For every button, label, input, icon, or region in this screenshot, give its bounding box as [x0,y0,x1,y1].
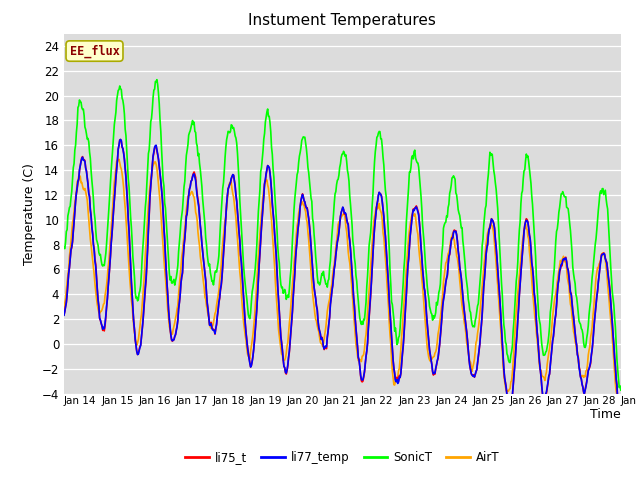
Line: li75_t: li75_t [64,140,621,430]
SonicT [70,161,78,167]
li75_t [411,205,419,211]
li77_temp [617,425,625,431]
li77_temp [214,307,222,312]
Title: Instument Temperatures: Instument Temperatures [248,13,436,28]
SonicT [127,224,135,230]
li75_t [428,357,435,362]
li77_temp [60,312,68,318]
li75_t [60,312,68,318]
X-axis label: Time: Time [590,408,621,421]
AirT [60,308,68,314]
AirT [128,303,136,309]
li77_temp [411,206,419,212]
SonicT [214,259,222,265]
AirT [616,403,624,409]
SonicT [617,387,625,393]
li77_temp [70,219,78,225]
SonicT [60,245,68,251]
li75_t [617,427,625,432]
SonicT [153,77,161,83]
AirT [70,208,78,214]
li75_t [185,192,193,198]
li75_t [70,219,78,225]
AirT [411,211,419,216]
Y-axis label: Temperature (C): Temperature (C) [23,163,36,264]
AirT [115,156,123,162]
SonicT [411,147,419,153]
li75_t [214,308,222,313]
li75_t [116,137,124,143]
Line: AirT: AirT [64,159,621,406]
li77_temp [428,357,435,363]
li75_t [128,292,136,298]
AirT [428,357,435,362]
SonicT [428,310,435,316]
Line: li77_temp: li77_temp [64,139,621,428]
AirT [185,193,193,199]
li77_temp [116,136,124,142]
Legend: li75_t, li77_temp, SonicT, AirT: li75_t, li77_temp, SonicT, AirT [180,446,504,469]
AirT [617,403,625,409]
Text: EE_flux: EE_flux [70,44,120,58]
li77_temp [185,192,193,198]
AirT [214,293,222,299]
Line: SonicT: SonicT [64,80,621,390]
li77_temp [128,292,136,298]
SonicT [185,132,193,138]
